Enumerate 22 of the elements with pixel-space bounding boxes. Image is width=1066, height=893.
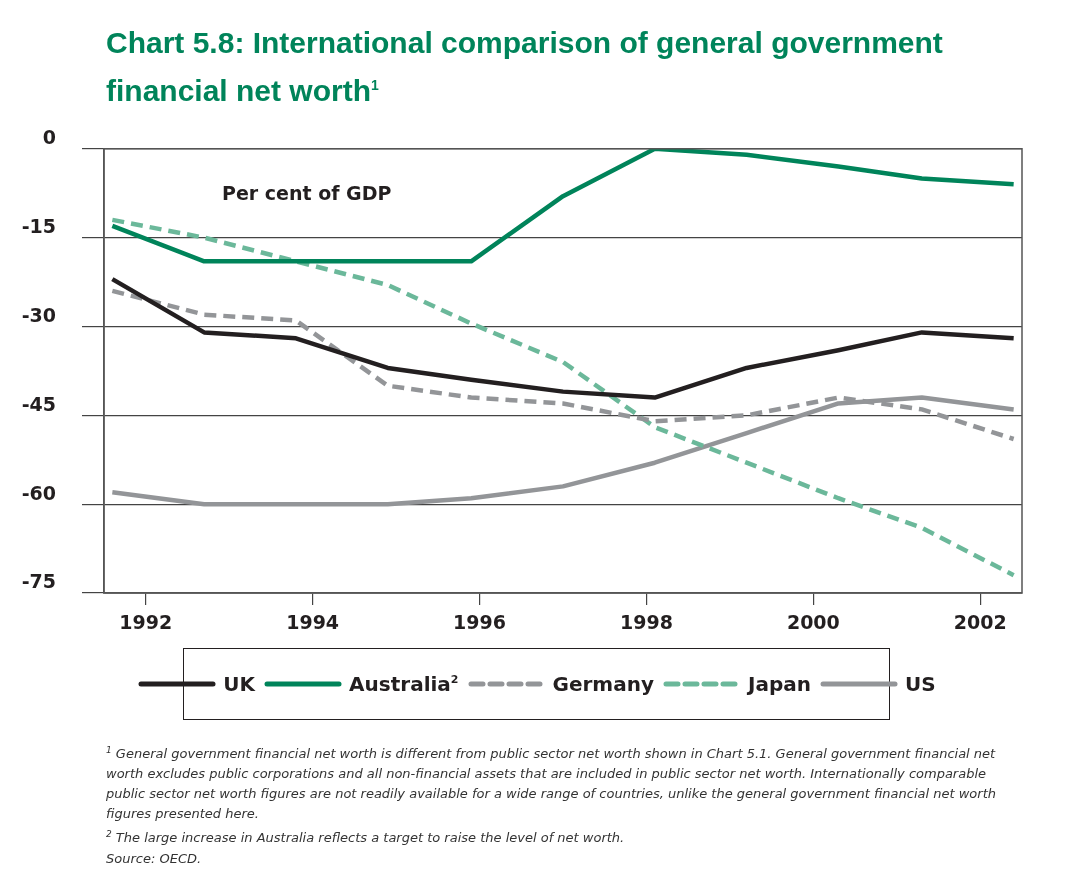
y-tick-label: 0 xyxy=(42,126,56,149)
text: $^{1}$ General government financial net worth is different from public sector net worth shown in Chart 5.1. General government financial net worth excludes public corporations and all non-financial assets that are included in public sector net worth. Internationally comparable public sector net worth figures are not readily available for a wide range of countries, unlike the general government financial net worth figures presented here. xyxy=(106,744,997,824)
legend-label: Australia$^{2}$ xyxy=(349,672,459,696)
x-tick-label: 2002 xyxy=(953,611,1007,634)
y-axis-title: Per cent of GDP xyxy=(222,181,392,204)
y-tick-label: -75 xyxy=(21,570,56,593)
y-tick-label: -60 xyxy=(21,481,56,504)
y-tick-label: -30 xyxy=(21,303,56,326)
x-tick-label: 2000 xyxy=(786,611,840,634)
chart-title: Chart 5.8: International comparison of general government financial net worth$^{1}$ xyxy=(106,25,944,109)
legend-label: Germany xyxy=(552,672,654,696)
y-tick-label: -15 xyxy=(21,215,56,238)
text: $^{2}$ The large increase in Australia reflects a target to raise the level of net worth. xyxy=(106,828,626,848)
source-note: Source: OECD. xyxy=(106,849,203,868)
x-tick-label: 1992 xyxy=(119,611,173,634)
x-tick-label: 1998 xyxy=(620,611,673,634)
x-tick-label: 1994 xyxy=(286,611,340,634)
x-tick-label: 1996 xyxy=(453,611,506,634)
legend-label: US xyxy=(904,672,936,696)
y-tick-label: -45 xyxy=(21,392,56,415)
legend-label: UK xyxy=(223,672,256,696)
legend-label: Japan xyxy=(747,672,811,696)
